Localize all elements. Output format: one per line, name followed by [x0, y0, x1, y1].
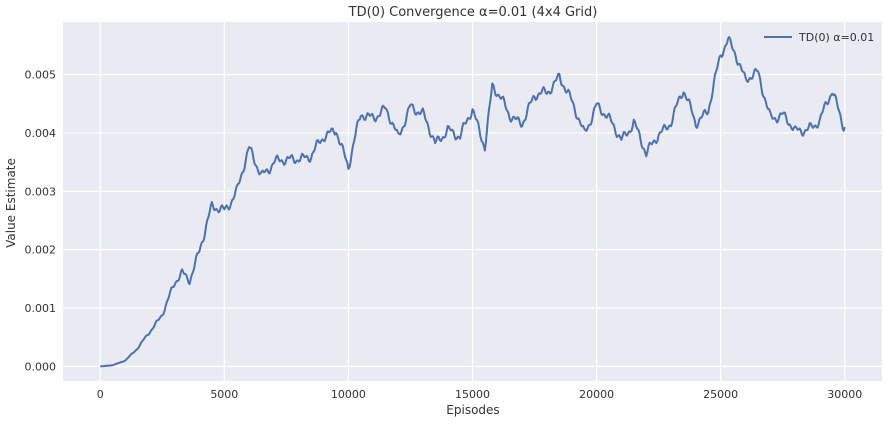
- y-tick-label: 0.005: [25, 69, 57, 82]
- chart-title: TD(0) Convergence α=0.01 (4x4 Grid): [348, 5, 598, 20]
- legend-label: TD(0) α=0.01: [798, 31, 874, 44]
- x-tick-label: 30000: [827, 388, 862, 401]
- series-line: [100, 36, 846, 368]
- x-tick-label: 5000: [210, 388, 238, 401]
- y-axis-ticks: 0.000 0.001 0.002 0.003 0.004 0.005: [25, 69, 57, 374]
- y-tick-label: 0.003: [25, 185, 57, 198]
- x-tick-label: 10000: [331, 388, 366, 401]
- legend: TD(0) α=0.01: [764, 31, 874, 44]
- x-tick-label: 15000: [455, 388, 490, 401]
- x-tick-label: 25000: [703, 388, 738, 401]
- x-axis-label: Episodes: [446, 403, 499, 417]
- y-tick-label: 0.000: [25, 360, 57, 373]
- x-tick-label: 0: [97, 388, 104, 401]
- y-tick-label: 0.002: [25, 244, 57, 257]
- y-axis-label: Value Estimate: [4, 158, 18, 248]
- grid-lines: [63, 22, 882, 381]
- y-tick-label: 0.001: [25, 302, 57, 315]
- x-axis-ticks: 0 5000 10000 15000 20000 25000 30000: [97, 388, 863, 401]
- series-group: [100, 36, 846, 368]
- y-tick-label: 0.004: [25, 127, 57, 140]
- x-tick-label: 20000: [579, 388, 614, 401]
